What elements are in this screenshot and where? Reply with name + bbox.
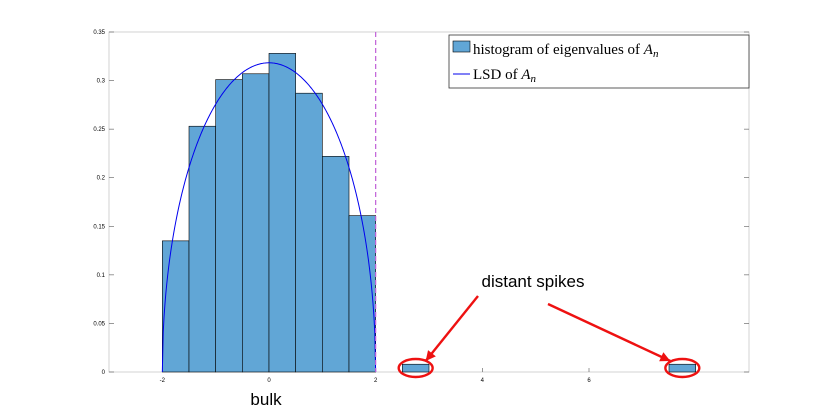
histogram-bar bbox=[668, 363, 696, 373]
tick-labels: 0 0.05 0.1 0.15 0.2 0.25 0.3 0.35 -2 0 2 4 6 bbox=[93, 30, 591, 384]
y-tick-label: 0.1 bbox=[97, 273, 106, 279]
y-tick-label: 0.35 bbox=[93, 30, 105, 36]
histogram-bar bbox=[402, 363, 430, 373]
legend-entry-lsd-sub: n bbox=[531, 73, 537, 85]
legend-entry-lsd-text: LSD of bbox=[473, 67, 521, 83]
y-tick-label: 0.15 bbox=[93, 224, 105, 230]
legend-box bbox=[448, 34, 750, 89]
y-tick-label: 0 bbox=[102, 370, 106, 376]
x-tick-label: -2 bbox=[160, 378, 166, 384]
histogram-bar bbox=[348, 215, 376, 373]
y-tick-label: 0.05 bbox=[93, 321, 105, 327]
spike-highlight-ellipse bbox=[664, 357, 701, 379]
y-tick-label: 0.25 bbox=[93, 127, 105, 133]
x-tick-label: 4 bbox=[481, 378, 485, 384]
legend-entry-histogram-sub: n bbox=[653, 48, 659, 60]
legend-entry-histogram-math: A bbox=[643, 42, 654, 58]
histogram-bar bbox=[162, 240, 190, 373]
histogram-bar bbox=[322, 156, 350, 373]
histogram-bar bbox=[268, 53, 296, 373]
x-tick-label: 6 bbox=[587, 378, 591, 384]
x-tick-label: 2 bbox=[374, 378, 378, 384]
lsd-curve-layer bbox=[161, 62, 377, 373]
spike-arrow-head bbox=[425, 350, 436, 361]
spike-highlight-ellipse bbox=[397, 357, 434, 379]
histogram-bar bbox=[295, 92, 323, 373]
x-tick-label: 0 bbox=[267, 378, 271, 384]
legend-entry-histogram-text: histogram of eigenvalues of bbox=[473, 42, 644, 58]
histogram-bar bbox=[215, 79, 243, 373]
histogram-bar bbox=[188, 125, 216, 373]
y-tick-label: 0.2 bbox=[97, 176, 106, 182]
histogram-bar bbox=[242, 73, 270, 373]
y-tick-label: 0.3 bbox=[97, 79, 106, 85]
legend-bar-swatch bbox=[452, 40, 471, 53]
legend-entry-lsd: LSD of An bbox=[473, 67, 537, 85]
spike-arrow-head bbox=[659, 352, 671, 362]
spike-arrow-shaft bbox=[424, 295, 479, 362]
legend: histogram of eigenvalues of An LSD of An bbox=[448, 34, 750, 89]
legend-entry-lsd-math: A bbox=[520, 67, 531, 83]
legend-entry-histogram: histogram of eigenvalues of An bbox=[473, 42, 659, 60]
annotation-bulk: bulk bbox=[250, 390, 282, 409]
lsd-curve bbox=[161, 62, 377, 373]
histogram-bars bbox=[162, 53, 696, 373]
spike-arrow-shaft bbox=[547, 302, 671, 363]
annotation-distant-spikes: distant spikes bbox=[482, 272, 585, 291]
annotations: distant spikes bulk bbox=[250, 272, 701, 409]
